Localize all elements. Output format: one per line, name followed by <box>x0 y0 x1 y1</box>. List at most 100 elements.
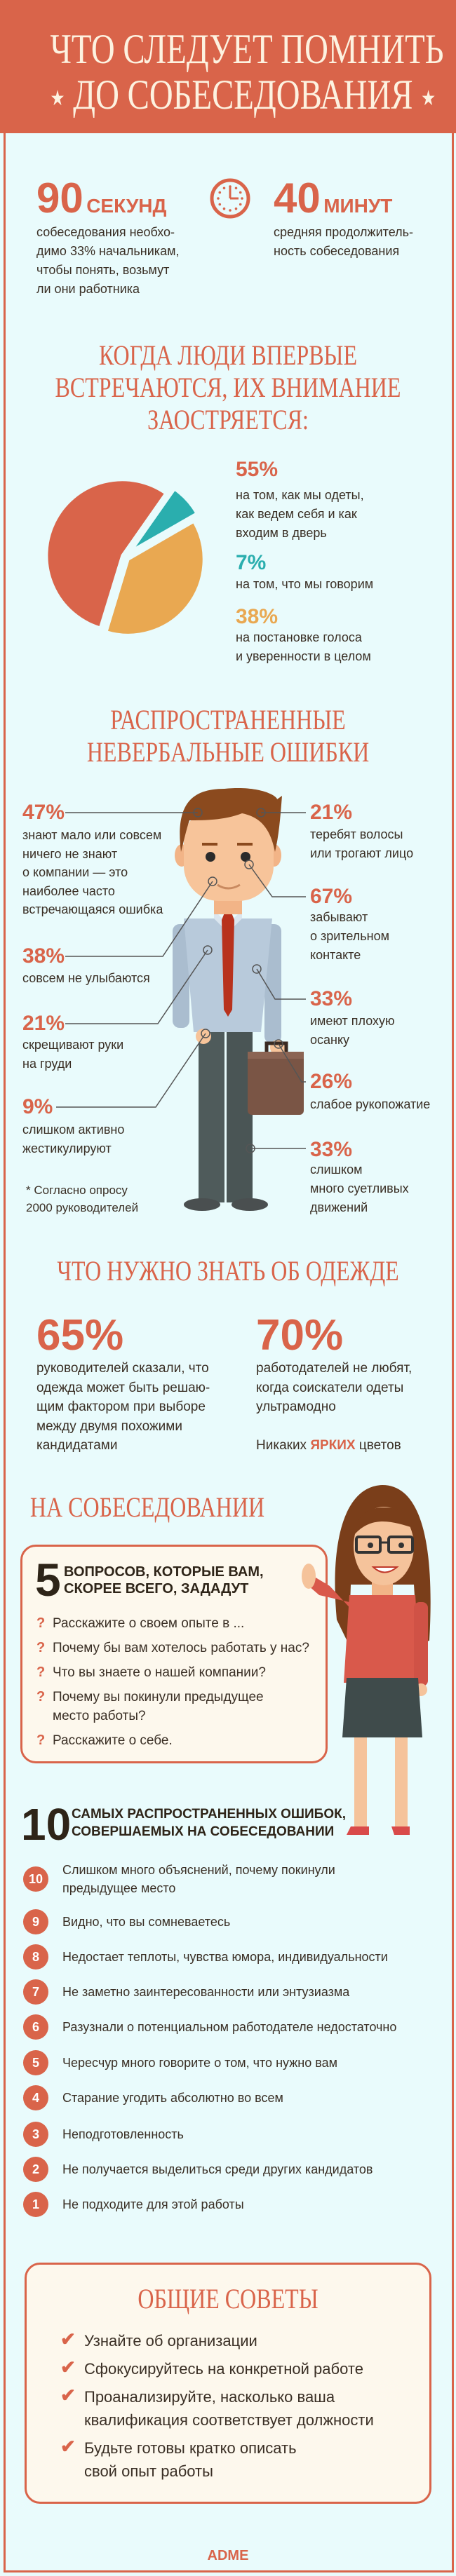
text-line: Слишком много объяснений, почему покинул… <box>62 1863 335 1877</box>
text-line: теребят волосы <box>310 827 403 841</box>
header-banner: ЧТО СЛЕДУЕТ ПОМНИТЬ ★ ДО СОБЕСЕДОВАНИЯ ★ <box>0 0 456 133</box>
star-icon: ★ <box>421 87 436 111</box>
text-line: контакте <box>310 948 361 962</box>
text-line: ли они работника <box>36 282 140 296</box>
text-line: ЗАОСТРЯЕТСЯ: <box>147 404 309 435</box>
text-line: Будьте готовы кратко описать <box>84 2439 297 2457</box>
question-icon: ? <box>36 1615 46 1631</box>
mistake-item: Разузнали о потенциальном работодателе н… <box>62 2018 396 2036</box>
mistake-pct: 26% <box>310 1070 353 1093</box>
text-line: как ведем себя и как <box>236 507 357 521</box>
question-icon: ? <box>36 1640 46 1655</box>
mistake-pct: 33% <box>310 987 353 1010</box>
mistake-text: совсем не улыбаются <box>22 969 150 988</box>
text-line: Не заметно заинтересованности или энтузи… <box>62 1985 350 1999</box>
text-line: Недостает теплоты, чувства юмора, индиви… <box>62 1950 388 1964</box>
mistake-pct: 9% <box>22 1095 53 1118</box>
stat-minutes: 40 МИНУТ <box>274 174 392 234</box>
mistake-pct: 33% <box>310 1138 353 1161</box>
mistake-text: имеют плохую осанку <box>310 1012 395 1050</box>
mistake-item: Не заметно заинтересованности или энтузи… <box>62 1983 349 2001</box>
text-line: собеседования необхо- <box>36 225 175 239</box>
section-title-clothing: ЧТО НУЖНО ЗНАТЬ ОБ ОДЕЖДЕ <box>57 1255 399 1287</box>
text-line: на постановке голоса <box>236 630 362 644</box>
text-line: Проанализируйте, насколько ваша <box>84 2388 335 2406</box>
text-line: место работы? <box>53 1709 146 1723</box>
text-line: * Согласно опросу <box>26 1184 128 1197</box>
mistake-pct: 38% <box>22 944 65 968</box>
rank-badge: 8 <box>23 1944 48 1970</box>
tip-item: Узнайте об организации <box>84 2329 257 2352</box>
text-line: входим в дверь <box>236 526 327 540</box>
text-line: щим фактором при выборе <box>36 1399 206 1414</box>
text-line: руководителей сказали, что <box>36 1361 209 1376</box>
text-line: и уверенности в целом <box>236 649 371 663</box>
question-icon: ? <box>36 1665 46 1680</box>
section-title-attention: КОГДА ЛЮДИ ВПЕРВЫЕ ВСТРЕЧАЮТСЯ, ИХ ВНИМАН… <box>46 339 410 436</box>
mistake-text: теребят волосы или трогают лицо <box>310 825 413 863</box>
text-line: ничего не знают <box>22 846 118 861</box>
text-line: ность собеседования <box>274 244 400 258</box>
text-line: или трогают лицо <box>310 846 414 860</box>
stat-number: 40 <box>274 175 321 222</box>
text-line: Расскажите о себе. <box>53 1733 173 1748</box>
mistake-item: Не получается выделиться среди других ка… <box>62 2160 373 2178</box>
mistake-text: знают мало или совсем ничего не знают о ко… <box>22 826 163 919</box>
questions-header: ВОПРОСОВ, КОТОРЫЕ ВАМ, СКОРЕЕ ВСЕГО, ЗАДА… <box>64 1564 264 1597</box>
footer-brand: ADME <box>207 2548 249 2563</box>
questions-box <box>20 1545 328 1763</box>
text-line: имеют плохую <box>310 1014 395 1028</box>
text-line: СОВЕРШАЕМЫХ НА СОБЕСЕДОВАНИИ <box>72 1824 335 1839</box>
text-line: Что вы знаете о нашей компании? <box>53 1665 266 1680</box>
tip-item: Будьте готовы кратко описать свой опыт ра… <box>84 2436 297 2483</box>
text-line: кандидатами <box>36 1438 118 1453</box>
questions-count: 5 <box>35 1554 61 1606</box>
text-line: забывают <box>310 910 368 924</box>
rank-badge: 5 <box>23 2050 48 2075</box>
stat-seconds: 90 СЕКУНД <box>36 174 166 234</box>
text-line: Разузнали о потенциальном работодателе н… <box>62 2020 397 2034</box>
page-title-line2-text: ДО СОБЕСЕДОВАНИЯ <box>73 72 413 118</box>
rank-badge: 3 <box>23 2122 48 2147</box>
stat-number: 90 <box>36 175 83 222</box>
text-line: на том, что мы говорим <box>236 577 374 591</box>
mistake-item: Неподготовленность <box>62 2125 184 2143</box>
mistake-text: скрещивают руки на груди <box>22 1036 123 1073</box>
pie-label-text: на том, что мы говорим <box>236 575 373 594</box>
mistakes-header: САМЫХ РАСПРОСТРАНЕННЫХ ОШИБОК, СОВЕРШАЕМЫ… <box>72 1805 346 1841</box>
text-line: Сфокусируйтесь на конкретной работе <box>84 2360 363 2378</box>
text-line: Не получается выделиться среди других ка… <box>62 2162 373 2176</box>
clothing-text: работодателей не любят, когда соискатели … <box>256 1359 412 1417</box>
mistake-item: Чересчур много говорите о том, что нужно… <box>62 2054 337 2072</box>
rank-badge: 4 <box>23 2085 48 2110</box>
mistake-item: Старание угодить абсолютно во всем <box>62 2089 283 2107</box>
text-line: САМЫХ РАСПРОСТРАНЕННЫХ ОШИБОК, <box>72 1807 346 1822</box>
mistake-text: слабое рукопожатие <box>310 1095 430 1114</box>
text-line: когда соискатели одеты <box>256 1380 404 1395</box>
tips-box <box>25 2263 431 2504</box>
text-line: слишком <box>310 1162 363 1177</box>
question-text: Почему вы покинули предыдущее место работ… <box>53 1688 264 1726</box>
text-line: Почему вы покинули предыдущее <box>53 1690 264 1704</box>
mistake-pct: 67% <box>310 885 353 908</box>
stat-minutes-text: средняя продолжитель-ность собеседования <box>274 223 413 261</box>
text-line: много суетливых <box>310 1181 409 1195</box>
page-title-line2: ★ ДО СОБЕСЕДОВАНИЯ ★ <box>51 70 436 123</box>
text-line: РАСПРОСТРАНЕННЫЕ <box>110 704 346 735</box>
mistake-pct: 21% <box>310 801 353 824</box>
clothing-text: руководителей сказали, что одежда может б… <box>36 1359 210 1456</box>
text-line: Видно, что вы сомневаетесь <box>62 1915 231 1929</box>
note-text: цветов <box>355 1438 401 1453</box>
text-line: КОГДА ЛЮДИ ВПЕРВЫЕ <box>99 339 357 371</box>
text-line: Узнайте об организации <box>84 2332 257 2350</box>
mistake-item: Слишком много объяснений, почему покинул… <box>62 1861 335 1897</box>
text-line: Не подходите для этой работы <box>62 2197 244 2211</box>
text-line: слабое рукопожатие <box>310 1097 431 1111</box>
note-highlight: ЯРКИХ <box>310 1438 356 1453</box>
bright-colors-note: Никаких ЯРКИХ цветов <box>256 1436 401 1455</box>
text-line: ВСТРЕЧАЮТСЯ, ИХ ВНИМАНИЕ <box>55 372 401 403</box>
rank-badge: 9 <box>23 1909 48 1934</box>
mistake-item: Видно, что вы сомневаетесь <box>62 1913 230 1931</box>
tip-item: Сфокусируйтесь на конкретной работе <box>84 2357 363 2380</box>
text-line: на груди <box>22 1057 72 1071</box>
